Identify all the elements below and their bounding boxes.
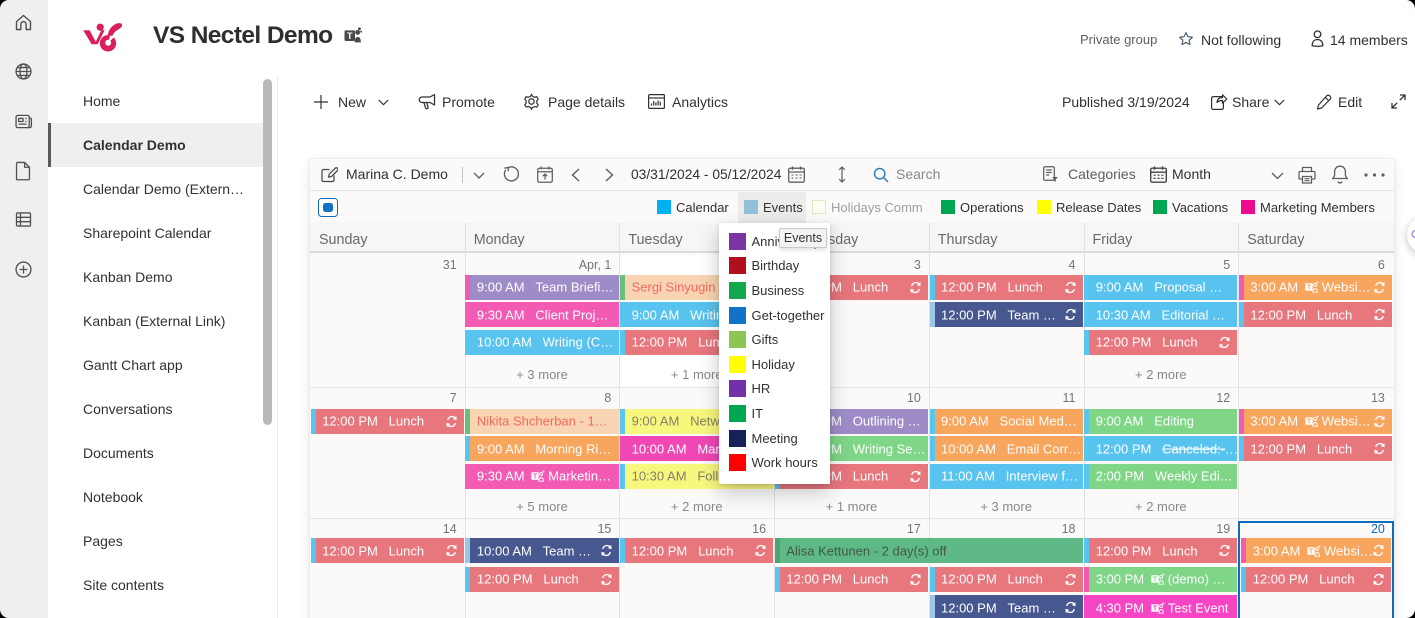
svg-text:T: T [533, 474, 538, 481]
svg-text:T: T [1153, 605, 1158, 612]
svg-text:T: T [1307, 418, 1312, 425]
svg-text:T: T [347, 30, 353, 41]
svg-text:T: T [1153, 577, 1158, 584]
svg-text:T: T [1307, 284, 1312, 291]
svg-text:T: T [1309, 548, 1314, 555]
